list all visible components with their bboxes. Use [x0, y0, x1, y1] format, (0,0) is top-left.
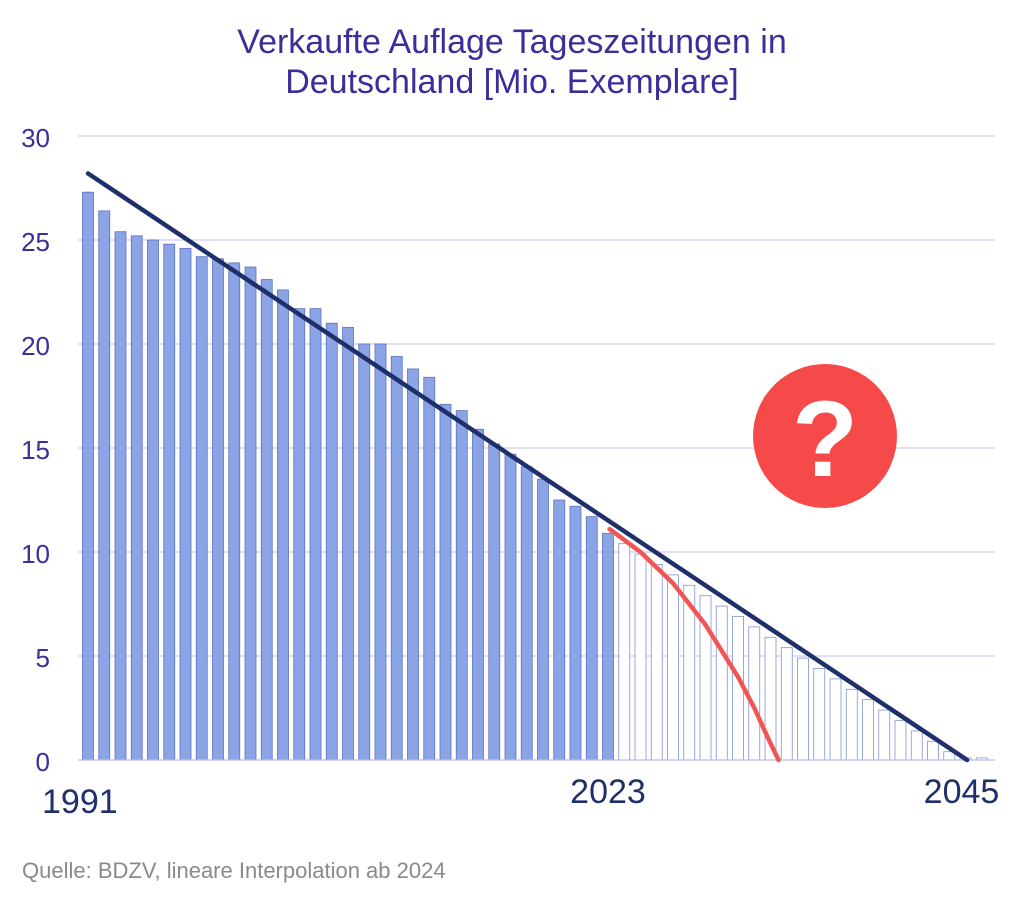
source-note: Quelle: BDZV, lineare Interpolation ab 2…: [22, 858, 446, 883]
bar-actual: [472, 428, 484, 761]
y-tick-label: 25: [21, 227, 50, 257]
bar-interpolated: [829, 678, 842, 761]
bar-actual: [602, 532, 614, 761]
bar-interpolated: [862, 699, 874, 761]
bar-interpolated: [650, 564, 663, 761]
bar-interpolated: [667, 574, 679, 761]
bar-actual: [342, 326, 354, 761]
bar-interpolated: [634, 553, 647, 761]
bar-interpolated: [797, 657, 809, 761]
bar-actual: [455, 410, 468, 761]
y-tick-label: 0: [36, 747, 50, 777]
bar-interpolated: [927, 740, 939, 761]
bar-actual: [82, 191, 94, 761]
question-mark-icon: ?: [792, 378, 858, 499]
bar-actual: [504, 453, 517, 761]
trend-lines: [85, 171, 970, 763]
y-tick-label: 20: [21, 331, 50, 361]
y-tick-label: 5: [36, 643, 50, 673]
bar-actual: [390, 356, 403, 761]
bar-actual: [407, 368, 419, 761]
bar-actual: [244, 266, 257, 761]
bar-interpolated: [910, 730, 923, 761]
bar-actual: [163, 243, 176, 761]
chart-title-line-2: Deutschland [Mio. Exemplare]: [285, 63, 739, 101]
bar-interpolated: [780, 647, 793, 761]
y-axis-ticks: 0 5 10 15 20 25 30: [21, 123, 50, 777]
bar-actual: [439, 403, 452, 761]
y-tick-label: 15: [21, 435, 50, 465]
x-axis-labels: 1991 2023 2045: [42, 773, 999, 821]
bar-actual: [98, 210, 111, 761]
bar-actual: [195, 256, 208, 761]
bar-actual: [293, 308, 306, 761]
bar-actual: [569, 505, 582, 761]
question-badge-circle: [753, 364, 897, 508]
bar-actual: [277, 289, 289, 761]
bar-actual: [488, 443, 501, 761]
bar-interpolated: [715, 605, 728, 761]
bar-actual: [585, 516, 598, 761]
y-tick-label: 10: [21, 539, 50, 569]
bars: [82, 191, 988, 761]
y-tick-label: 30: [21, 123, 50, 153]
bar-actual: [212, 258, 224, 761]
bar-actual: [537, 478, 549, 761]
bar-actual: [130, 235, 143, 761]
bar-actual: [147, 239, 159, 761]
bar-actual: [423, 376, 436, 761]
bar-interpolated: [813, 668, 826, 761]
bar-interpolated: [845, 688, 858, 761]
bar-actual: [553, 499, 566, 761]
x-tick-label: 2023: [570, 773, 646, 811]
bar-actual: [179, 247, 192, 761]
bar-actual: [114, 231, 127, 761]
question-badge: ?: [753, 364, 897, 508]
linear-trend-line: [85, 171, 970, 763]
bar-interpolated: [618, 543, 631, 761]
x-tick-label: 2045: [924, 773, 1000, 811]
x-tick-label: 1991: [42, 783, 118, 821]
chart-title-line-1: Verkaufte Auflage Tageszeitungen in: [237, 23, 787, 61]
chart-title: Verkaufte Auflage Tageszeitungen in Deut…: [0, 22, 1024, 102]
bar-actual: [325, 322, 338, 761]
bar-actual: [374, 343, 387, 761]
bar-actual: [260, 279, 273, 761]
bar-interpolated: [894, 720, 907, 761]
bar-actual: [520, 466, 533, 761]
bar-interpolated: [748, 626, 761, 761]
bar-actual: [358, 343, 371, 761]
bar-actual: [309, 308, 322, 761]
bar-actual: [228, 262, 241, 761]
decline-curve: [607, 526, 781, 763]
bar-interpolated: [878, 709, 891, 761]
